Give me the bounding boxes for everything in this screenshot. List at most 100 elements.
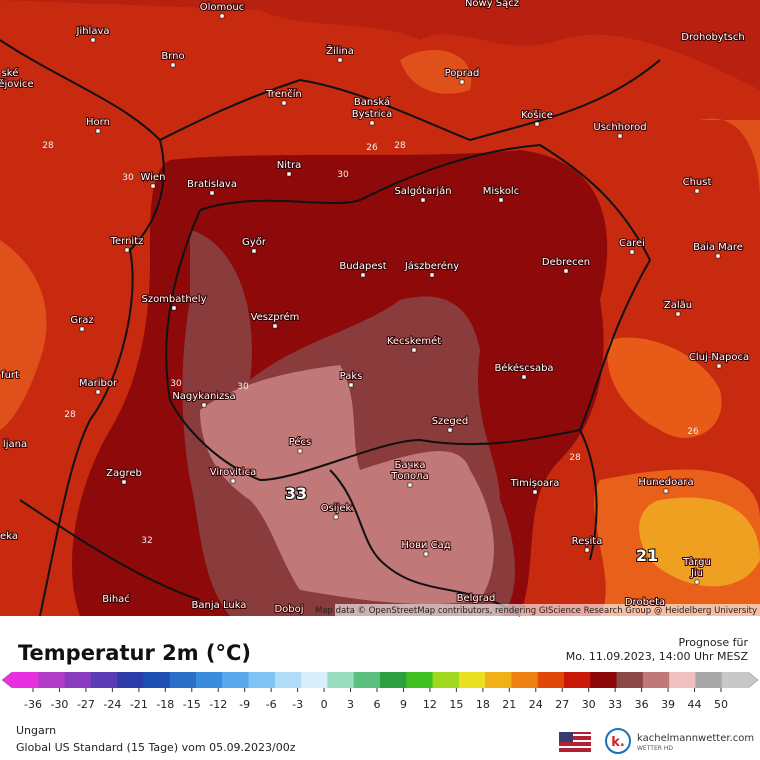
tick-label: -6	[266, 698, 277, 711]
city-label: Pécs	[289, 436, 312, 448]
city-dot	[121, 479, 127, 485]
color-swatch	[537, 672, 565, 688]
city-label: Osijek	[321, 503, 352, 514]
city-label: ské	[2, 67, 19, 79]
city-label: Бачка	[394, 460, 425, 471]
color-swatch	[590, 672, 618, 688]
forecast-time: Mo. 11.09.2023, 14:00 Uhr MESZ	[566, 650, 749, 663]
color-swatch	[695, 672, 723, 688]
tick-label: 21	[502, 698, 516, 711]
color-swatch	[196, 672, 223, 688]
contour-label: 28	[569, 453, 581, 463]
color-swatch	[64, 672, 92, 688]
tick-label: 33	[608, 698, 622, 711]
tick-label: -3	[292, 698, 303, 711]
city-label: Olomouc	[200, 2, 244, 13]
city-label: Timișoara	[510, 478, 560, 489]
tick-label: 30	[582, 698, 596, 711]
city-dot	[716, 363, 722, 369]
tick-label: 18	[476, 698, 490, 711]
city-label: Jihlava	[75, 26, 109, 37]
tick-label: -15	[183, 698, 201, 711]
color-swatch	[353, 672, 381, 688]
color-bar: -36 -30 -27 -24 -21 -18 -15 -12 -9 -6 -3 0 3 6 9 12 15 18…	[1, 671, 759, 711]
color-swatch	[564, 672, 591, 688]
city-label: Maribor	[79, 378, 118, 389]
city-dot	[230, 478, 236, 484]
city-label: Paks	[340, 371, 363, 382]
city-dot	[459, 79, 465, 85]
city-dot	[694, 188, 700, 194]
city-dot	[209, 190, 215, 196]
color-swatch	[406, 672, 434, 688]
city-dot	[95, 389, 101, 395]
temp-zone	[0, 240, 47, 430]
color-swatch	[301, 672, 328, 688]
city-dot	[447, 427, 453, 433]
tick-label: 50	[714, 698, 728, 711]
city-dot	[498, 197, 504, 203]
tick-label: 0	[321, 698, 328, 711]
city-label: Poprad	[445, 68, 480, 79]
city-label: Budapest	[339, 261, 386, 272]
city-dot	[124, 247, 130, 253]
city-dot	[333, 514, 339, 520]
city-dot	[694, 579, 700, 585]
contour-label: 30	[337, 170, 349, 180]
forecast-label: Prognose für	[679, 636, 749, 649]
city-dot	[79, 326, 85, 332]
city-labels: Olomouc Nowy Sącz Jihlava Brno Žilina Poprad D…	[0, 0, 750, 616]
temp-zone	[400, 50, 760, 200]
contour-label: 30	[170, 379, 182, 389]
tick-label: 15	[449, 698, 463, 711]
city-label: Reșita	[572, 536, 603, 547]
color-swatch	[327, 672, 355, 688]
city-label: furt	[1, 370, 19, 381]
tick-label: 6	[374, 698, 381, 711]
tick-label: 9	[400, 698, 407, 711]
temp-zone	[200, 365, 494, 605]
city-label: eka	[0, 531, 18, 542]
city-label: Jászberény	[404, 260, 459, 272]
city-label: Bihać	[102, 593, 130, 605]
tick-label: 44	[688, 698, 702, 711]
city-dot	[423, 551, 429, 557]
tick-label: -18	[156, 698, 174, 711]
city-dot	[521, 374, 527, 380]
city-dot	[629, 249, 635, 255]
tick-label: 27	[555, 698, 569, 711]
city-dot	[675, 311, 681, 317]
tick-label: 12	[423, 698, 437, 711]
temp-zone	[0, 0, 760, 90]
color-swatch	[274, 672, 302, 688]
city-label: Drobeta	[625, 597, 665, 608]
color-swatch	[616, 672, 644, 688]
city-label: ljana	[3, 439, 27, 450]
city-label: Belgrad	[457, 593, 496, 604]
city-label: Ternitz	[110, 236, 144, 247]
tick-label: 24	[529, 698, 543, 711]
city-label: Chust	[683, 177, 712, 188]
city-label: Veszprém	[251, 311, 300, 323]
logo	[605, 728, 631, 754]
city-label: Horn	[86, 117, 110, 128]
flag-canton	[559, 732, 573, 742]
city-label: Nagykanizsa	[172, 391, 235, 402]
city-label: Banja Luka	[192, 600, 247, 611]
logo-mark: k.	[611, 735, 625, 750]
city-dot	[219, 13, 225, 19]
tick-label: -9	[239, 698, 250, 711]
color-swatch	[143, 672, 171, 688]
city-dot	[272, 323, 278, 329]
color-swatch	[642, 672, 670, 688]
city-label: Nitra	[277, 160, 301, 171]
city-dot	[617, 133, 623, 139]
city-label: Miskolc	[483, 186, 519, 197]
city-label: Békéscsaba	[494, 362, 553, 374]
color-swatch	[511, 672, 539, 688]
city-label: Carei	[619, 238, 645, 249]
attribution-bg	[335, 604, 760, 616]
city-label: Debrecen	[542, 257, 590, 268]
city-label: Banská	[354, 96, 390, 108]
